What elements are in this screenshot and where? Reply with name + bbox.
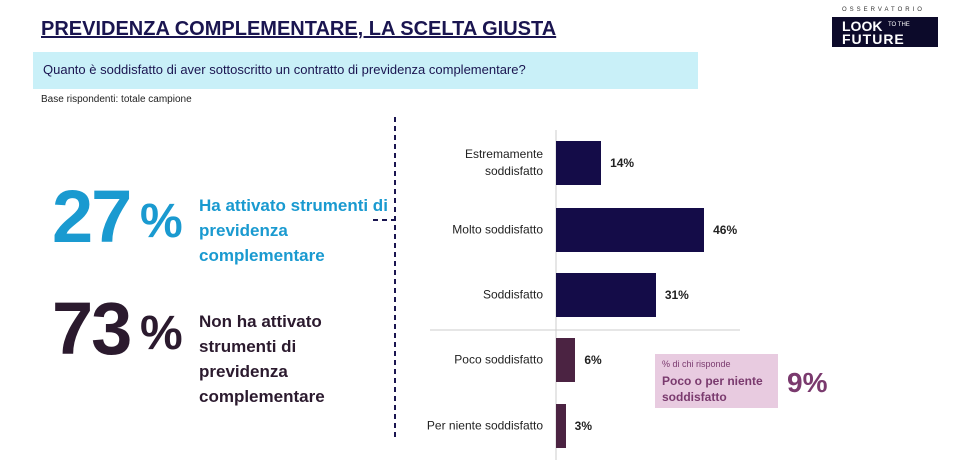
category-label: Per niente soddisfatto [426, 418, 543, 433]
value-label: 14% [610, 156, 635, 170]
callout-box: % di chi risponde Poco o per niente sodd… [655, 354, 778, 408]
value-label: 46% [713, 223, 738, 237]
bar [556, 141, 602, 185]
value-label: 3% [574, 419, 592, 433]
callout-label: Poco o per niente soddisfatto [662, 374, 763, 404]
question: Quanto è soddisfatto di aver sottoscritt… [43, 62, 526, 77]
stat-number: 73 [52, 287, 132, 370]
category-label: Poco soddisfatto [454, 352, 543, 367]
stat-unit: % [140, 307, 183, 360]
category-label: Estremamente soddisfatto [464, 147, 543, 178]
stat-number: 27 [52, 175, 132, 258]
bar [556, 273, 656, 317]
value-label: 31% [664, 288, 689, 302]
bar [556, 338, 576, 382]
stat-text: Ha attivato strumenti di previdenza comp… [199, 196, 388, 265]
stat-text: Non ha attivato strumenti di previdenza … [199, 312, 325, 406]
title: PREVIDENZA COMPLEMENTARE, LA SCELTA GIUS… [41, 18, 557, 40]
bar [556, 404, 566, 448]
question-box [33, 52, 698, 89]
value-label: 6% [584, 353, 602, 367]
callout-note: % di chi risponde [662, 359, 731, 369]
bar [556, 208, 705, 252]
logo-top: OSSERVATORIO [842, 7, 925, 13]
logo-future: FUTURE [842, 31, 905, 47]
base-note: Base rispondenti: totale campione [41, 94, 192, 105]
callout-value: 9% [787, 367, 828, 398]
category-label: Molto soddisfatto [452, 222, 543, 237]
category-label: Soddisfatto [482, 287, 543, 302]
logo-look: LOOK [842, 18, 883, 34]
stat-unit: % [140, 195, 183, 248]
logo: OSSERVATORIO LOOK TO THE FUTURE [832, 7, 938, 47]
logo-small: TO THE [888, 22, 910, 28]
